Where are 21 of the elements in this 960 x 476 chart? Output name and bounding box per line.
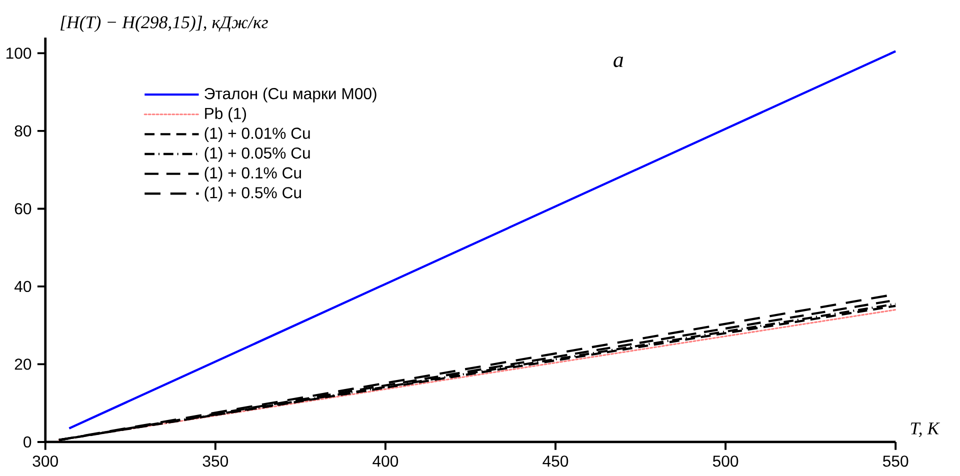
legend-label: (1) + 0.01% Cu [204,127,310,142]
x-tick-label: 350 [202,456,228,467]
y-tick-label: 60 [14,203,32,214]
x-tick-label: 500 [712,456,738,467]
x-tick-label: 300 [32,456,58,467]
legend-label: (1) + 0.1% Cu [204,167,301,182]
y-axis-title: [H(T) − H(298,15)], кДж/кг [60,16,268,32]
x-tick-label: 550 [882,456,908,467]
legend-label: (1) + 0.05% Cu [204,147,310,162]
annotation: a [614,56,624,68]
legend-label: Эталон (Cu марки M00) [204,88,376,103]
legend-label: Pb (1) [205,108,246,122]
y-tick-label: 40 [14,281,32,292]
y-tick-label: 0 [24,436,32,448]
x-tick-label: 450 [542,456,568,467]
legend-label: (1) + 0.5% Cu [204,186,301,202]
y-tick-label: 100 [6,48,32,59]
x-tick-label: 400 [372,456,398,467]
x-axis-title: T, K [910,422,940,438]
y-tick-label: 80 [14,126,32,137]
y-tick-label: 20 [14,358,32,370]
